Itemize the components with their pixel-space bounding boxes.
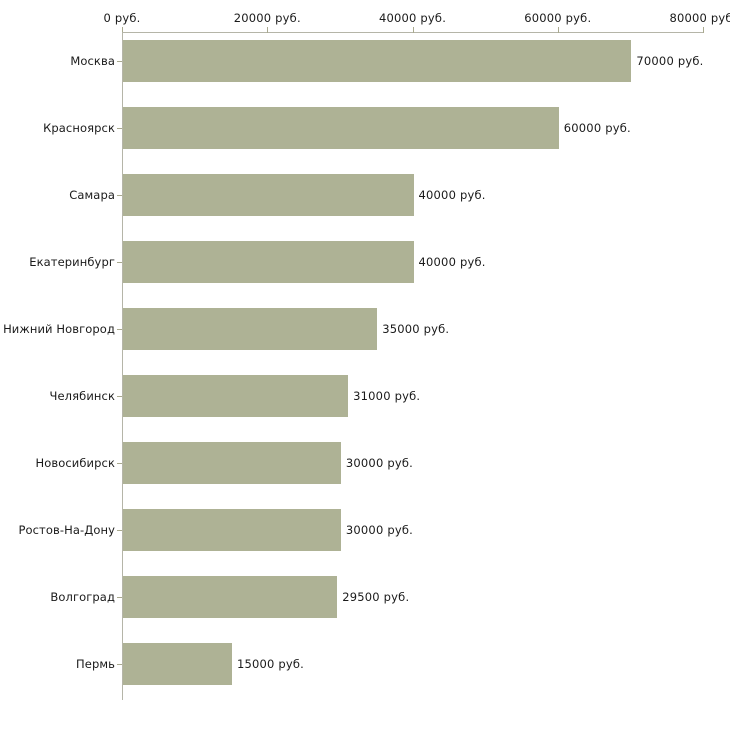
y-axis-tick [117,329,122,330]
y-axis-tick [117,530,122,531]
category-label: Новосибирск [35,456,115,470]
bar[interactable] [123,107,559,149]
x-axis-tick-label: 60000 руб. [524,11,592,25]
bar-value-label: 15000 руб. [236,657,305,671]
bar[interactable] [123,442,341,484]
bar[interactable] [123,40,632,82]
bar[interactable] [123,174,414,216]
category-label: Челябинск [49,389,115,403]
bar-value-label: 30000 руб. [345,523,413,537]
bar-value-label: 35000 руб. [382,322,450,336]
y-axis-tick [117,128,122,129]
x-axis-tick-label: 20000 руб. [233,11,301,25]
bar-value-label: 40000 руб. [418,255,486,269]
x-axis-tick-label: 0 руб. [103,11,141,25]
x-axis-tick-label: 40000 руб. [378,11,447,25]
y-axis-tick [117,195,122,196]
bar[interactable] [123,241,414,283]
y-axis-tick [117,61,122,62]
bar-value-label: 40000 руб. [418,188,486,202]
y-axis-tick [117,396,122,397]
category-label: Нижний Новгород [3,322,115,336]
bar-value-label: 70000 руб. [636,54,704,68]
bar[interactable] [123,643,232,685]
bar-value-label: 29500 руб. [342,590,410,604]
category-label: Самара [69,188,115,202]
bar[interactable] [123,509,341,551]
bar-value-label: 60000 руб. [563,121,631,135]
category-label: Волгоград [50,590,115,604]
category-label: Красноярск [43,121,115,135]
category-label: Москва [70,54,115,68]
bar[interactable] [123,576,338,618]
bar[interactable] [123,375,349,417]
category-label: Пермь [76,657,115,671]
y-axis-tick [117,664,122,665]
y-axis-tick [117,262,122,263]
x-axis-tick [122,27,123,33]
x-axis-tick [703,27,704,33]
category-label: Ростов-На-Дону [18,523,115,537]
bar-value-label: 30000 руб. [345,456,413,470]
y-axis-tick [117,597,122,598]
y-axis-line [122,32,123,700]
y-axis-tick [117,463,122,464]
bar-value-label: 31000 руб. [353,389,421,403]
x-axis-tick [267,27,269,33]
category-label: Екатеринбург [29,255,115,269]
bar[interactable] [123,308,378,350]
x-axis-tick-label: 80000 руб. [669,11,730,25]
x-axis-tick [557,27,559,33]
x-axis-tick [412,27,414,33]
